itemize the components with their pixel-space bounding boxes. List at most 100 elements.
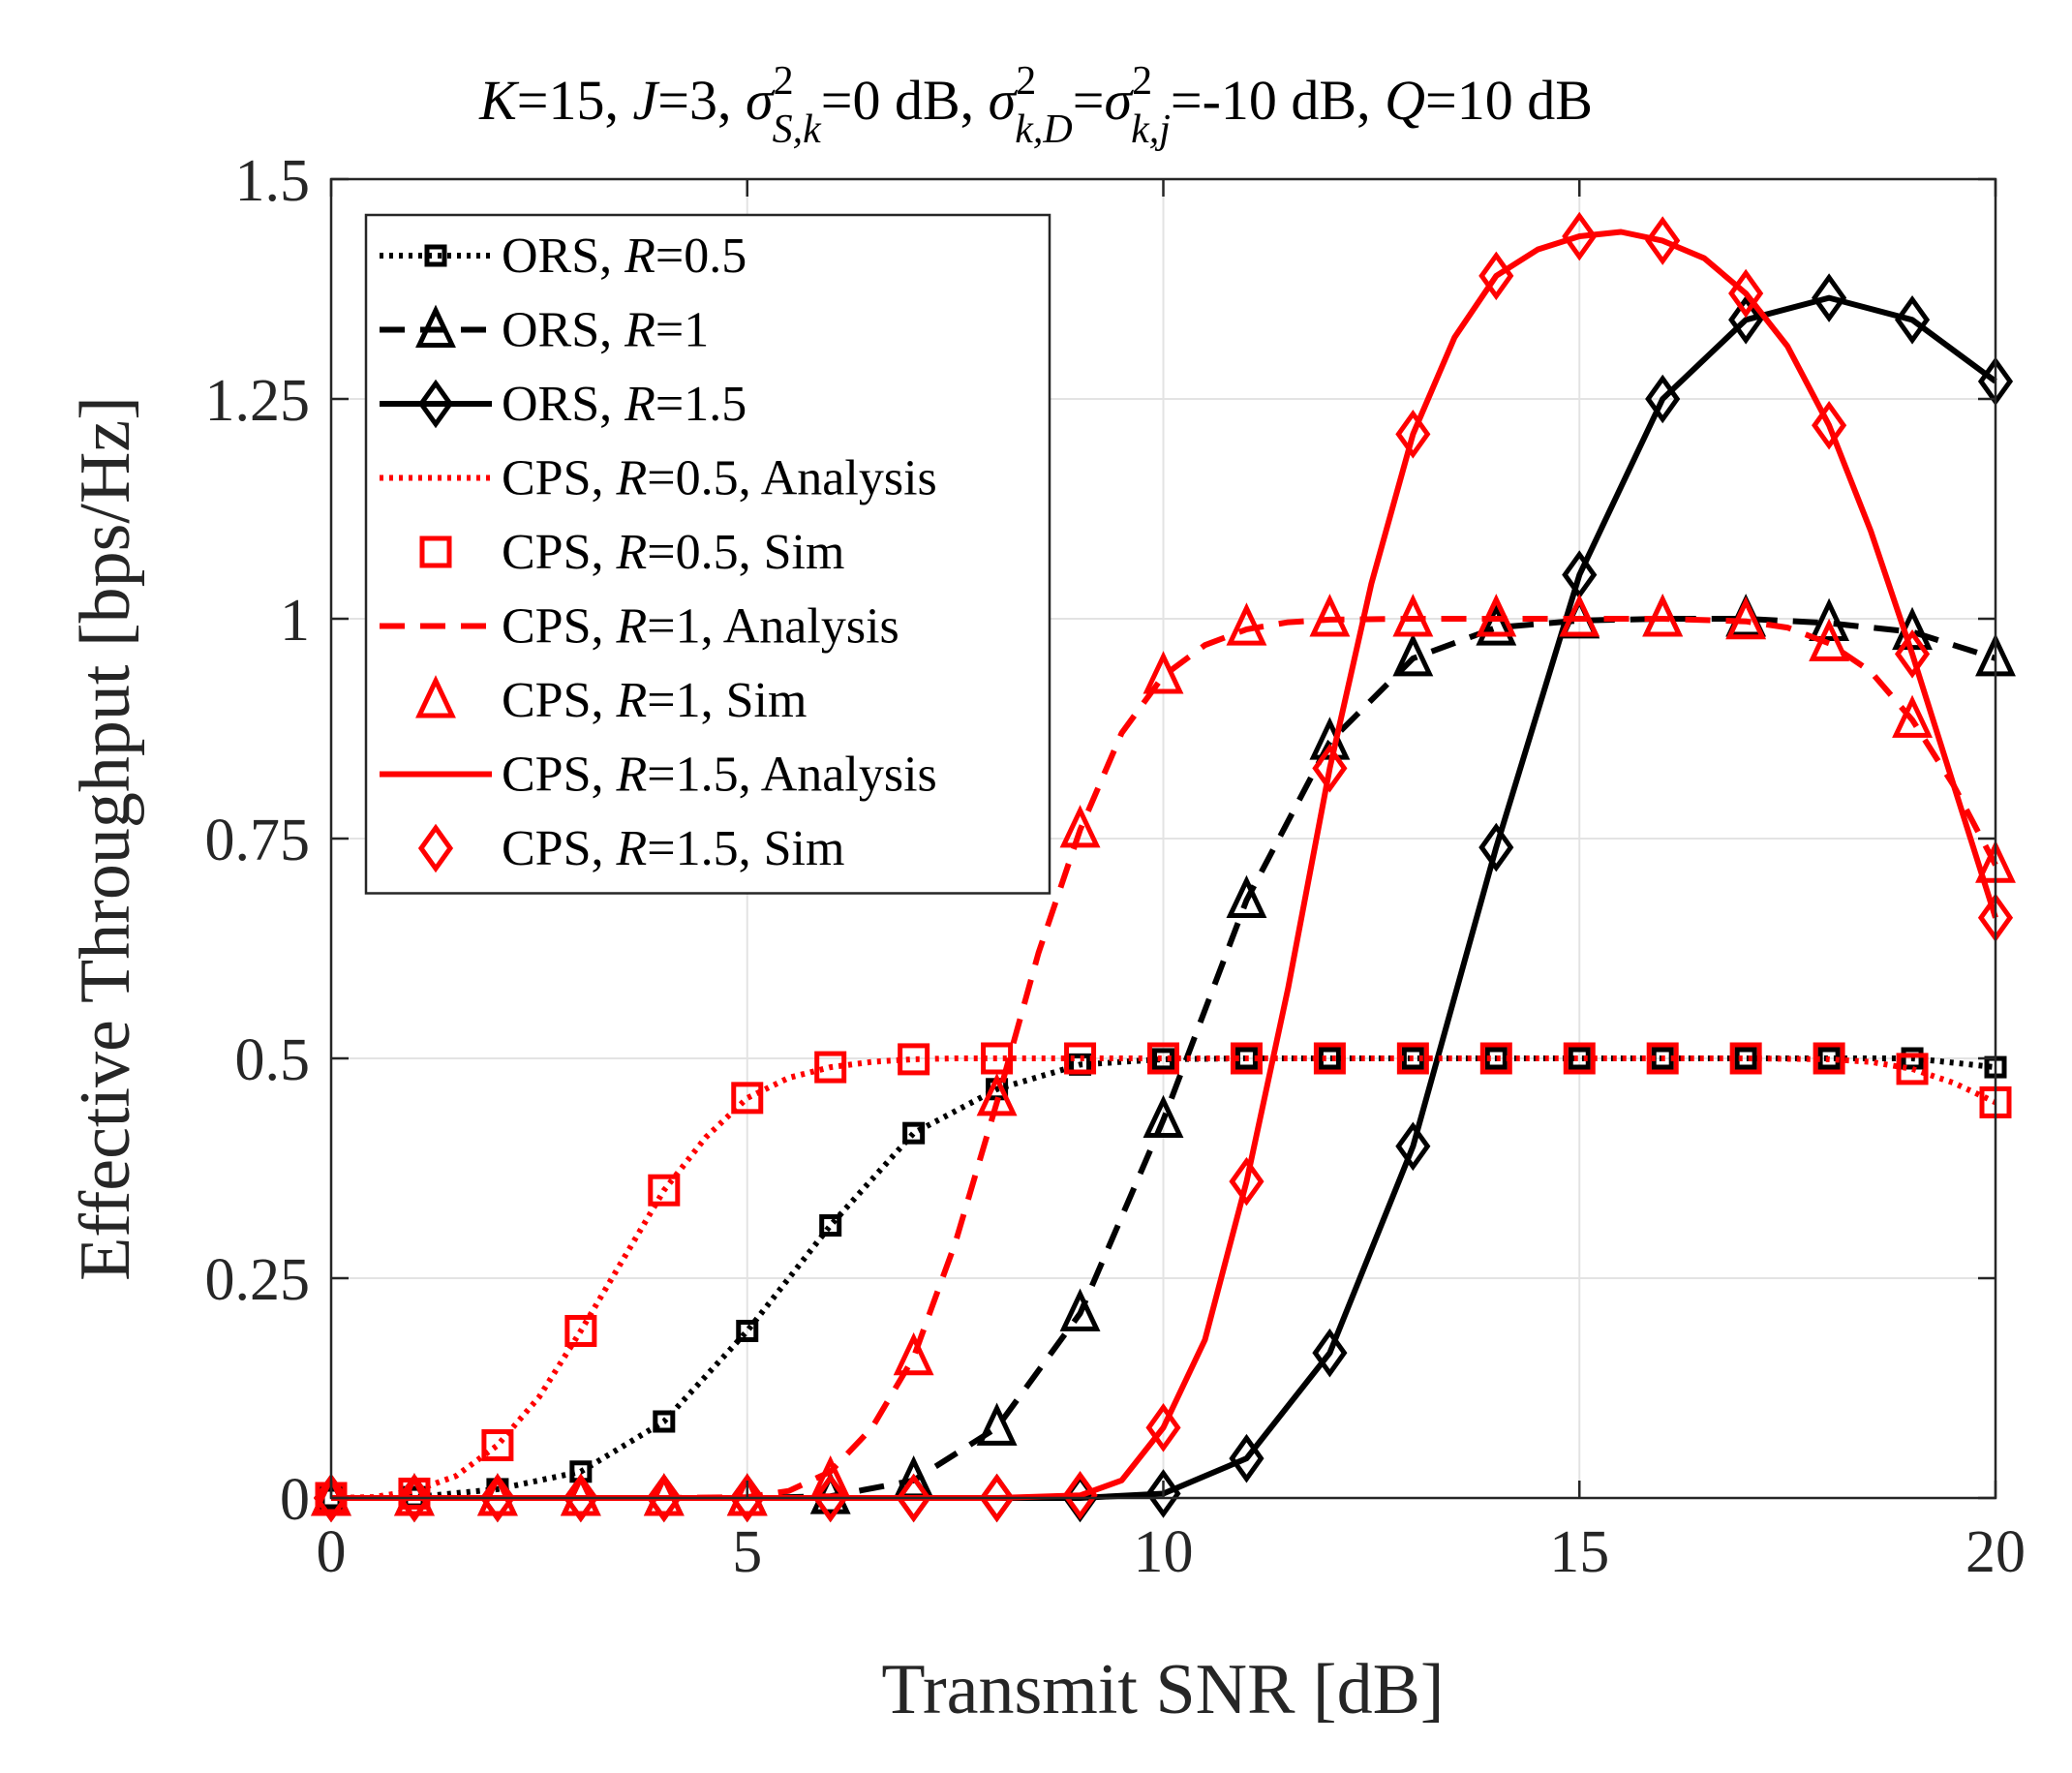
title-j-label: J bbox=[633, 69, 661, 132]
legend-item: CPS, R=1.5, Sim bbox=[417, 821, 844, 876]
legend-item: CPS, R=1.5, Analysis bbox=[380, 748, 937, 803]
data-point-marker bbox=[979, 1473, 1015, 1523]
title-q-label: Q bbox=[1385, 69, 1425, 132]
legend-label: CPS, R=1.5, Analysis bbox=[502, 748, 937, 803]
legend-label-variable: R bbox=[616, 451, 648, 506]
data-point-marker bbox=[1229, 1156, 1265, 1207]
legend-marker-sample bbox=[417, 379, 454, 429]
legend-label-prefix: CPS, bbox=[502, 821, 617, 876]
x-tick-label: 10 bbox=[1134, 1519, 1194, 1585]
legend-label: ORS, R=1.5 bbox=[502, 377, 747, 432]
legend-marker-sample bbox=[424, 244, 447, 267]
series-3 bbox=[330, 1055, 1997, 1501]
data-point-marker bbox=[1896, 1053, 1929, 1085]
title-sk-sup: 2 bbox=[774, 59, 794, 104]
x-tick-label: 15 bbox=[1549, 1519, 1609, 1585]
x-tick-label: 20 bbox=[1965, 1519, 2026, 1585]
y-axis-title: Effective Throughput [bps/Hz] bbox=[66, 396, 145, 1281]
legend-item: CPS, R=0.5, Analysis bbox=[380, 451, 937, 506]
data-point-marker bbox=[1395, 410, 1431, 459]
data-point-marker bbox=[1152, 1048, 1174, 1071]
legend-label-variable: R bbox=[624, 229, 655, 284]
data-point-marker bbox=[313, 1473, 350, 1523]
data-point-marker bbox=[648, 1174, 681, 1207]
data-point-marker bbox=[1479, 1042, 1512, 1075]
data-point-marker bbox=[1646, 1042, 1679, 1075]
data-point-marker bbox=[976, 1073, 1018, 1116]
legend-label-suffix: =1, Sim bbox=[647, 673, 807, 728]
legend-label-prefix: CPS, bbox=[502, 748, 617, 803]
data-point-marker bbox=[564, 1314, 597, 1347]
legend-label-suffix: =1, Analysis bbox=[647, 599, 899, 655]
legend-label-variable: R bbox=[616, 821, 648, 876]
data-point-marker bbox=[1894, 629, 1931, 679]
legend-label: CPS, R=1, Analysis bbox=[502, 599, 899, 655]
y-tick-label: 0.25 bbox=[205, 1247, 311, 1313]
data-point-marker bbox=[1226, 602, 1267, 646]
data-point-marker bbox=[653, 1410, 676, 1433]
data-point-marker bbox=[1392, 594, 1434, 637]
legend-label: CPS, R=0.5, Sim bbox=[502, 525, 844, 580]
y-tick-label: 1 bbox=[280, 588, 310, 654]
data-point-marker bbox=[1143, 1094, 1184, 1139]
legend-label-variable: R bbox=[616, 673, 648, 728]
title-j-value: =3, bbox=[657, 69, 746, 132]
legend-label-suffix: =0.5, Sim bbox=[647, 525, 844, 580]
data-point-marker bbox=[1145, 1403, 1181, 1452]
title-k-value: =15, bbox=[517, 69, 633, 132]
legend-label-prefix: CPS, bbox=[502, 673, 617, 728]
series-8 bbox=[313, 211, 2014, 1523]
data-point-marker bbox=[812, 1473, 848, 1523]
legend-item: CPS, R=1, Sim bbox=[415, 673, 807, 728]
series-line bbox=[330, 1055, 1997, 1501]
title-sk-value: =0 dB, bbox=[821, 69, 989, 132]
data-point-marker bbox=[1230, 1042, 1263, 1075]
data-point-marker bbox=[1318, 1047, 1341, 1070]
title-kd-sub: k,D bbox=[1015, 107, 1072, 152]
data-point-marker bbox=[1059, 1288, 1101, 1331]
data-point-marker bbox=[1396, 1042, 1429, 1075]
data-point-marker bbox=[1728, 294, 1764, 345]
legend-label-suffix: =1.5, Analysis bbox=[647, 748, 936, 803]
title-q-value: =10 dB bbox=[1425, 69, 1593, 132]
data-point-marker bbox=[481, 1429, 514, 1462]
title-sigma-sk: σ bbox=[746, 69, 776, 132]
legend-label-suffix: =1.5 bbox=[655, 377, 747, 432]
series-line bbox=[331, 616, 1996, 1501]
legend-label-prefix: CPS, bbox=[502, 599, 617, 655]
legend-label: ORS, R=1 bbox=[502, 303, 709, 358]
data-point-marker bbox=[1312, 1328, 1348, 1378]
title-kj-value: =-10 dB, bbox=[1171, 69, 1385, 132]
data-point-marker bbox=[1059, 805, 1101, 848]
y-tick-label: 0.5 bbox=[235, 1027, 311, 1093]
y-tick-label: 0 bbox=[280, 1467, 310, 1533]
legend-item: CPS, R=0.5, Sim bbox=[419, 525, 844, 580]
legend-marker-sample bbox=[417, 823, 454, 873]
data-point-marker bbox=[1395, 1121, 1431, 1172]
data-point-marker bbox=[1392, 633, 1434, 677]
data-point-marker bbox=[1559, 594, 1600, 637]
legend-marker-sample bbox=[415, 304, 456, 348]
legend-label: CPS, R=1.5, Sim bbox=[502, 821, 844, 876]
data-point-marker bbox=[1809, 597, 1850, 642]
data-point-marker bbox=[1568, 1047, 1591, 1070]
data-point-marker bbox=[1892, 694, 1933, 738]
legend-label-variable: R bbox=[624, 303, 655, 358]
legend-label-variable: R bbox=[616, 525, 648, 580]
data-point-marker bbox=[563, 1473, 598, 1523]
data-point-marker bbox=[1143, 651, 1184, 694]
legend-item: CPS, R=1, Analysis bbox=[380, 599, 899, 655]
legend-item: ORS, R=1 bbox=[380, 303, 709, 358]
series-line bbox=[330, 1055, 1996, 1501]
y-tick-label: 0.75 bbox=[205, 808, 311, 873]
data-point-marker bbox=[1313, 1042, 1346, 1075]
legend-item: ORS, R=1.5 bbox=[380, 377, 747, 432]
data-point-marker bbox=[1894, 294, 1931, 345]
legend-marker-sample bbox=[419, 535, 452, 568]
data-point-marker bbox=[1563, 1042, 1596, 1075]
data-point-marker bbox=[819, 1214, 842, 1238]
data-point-marker bbox=[1478, 822, 1514, 872]
legend-label-variable: R bbox=[616, 748, 648, 803]
data-series bbox=[311, 211, 2016, 1523]
series-4 bbox=[315, 1042, 2012, 1514]
